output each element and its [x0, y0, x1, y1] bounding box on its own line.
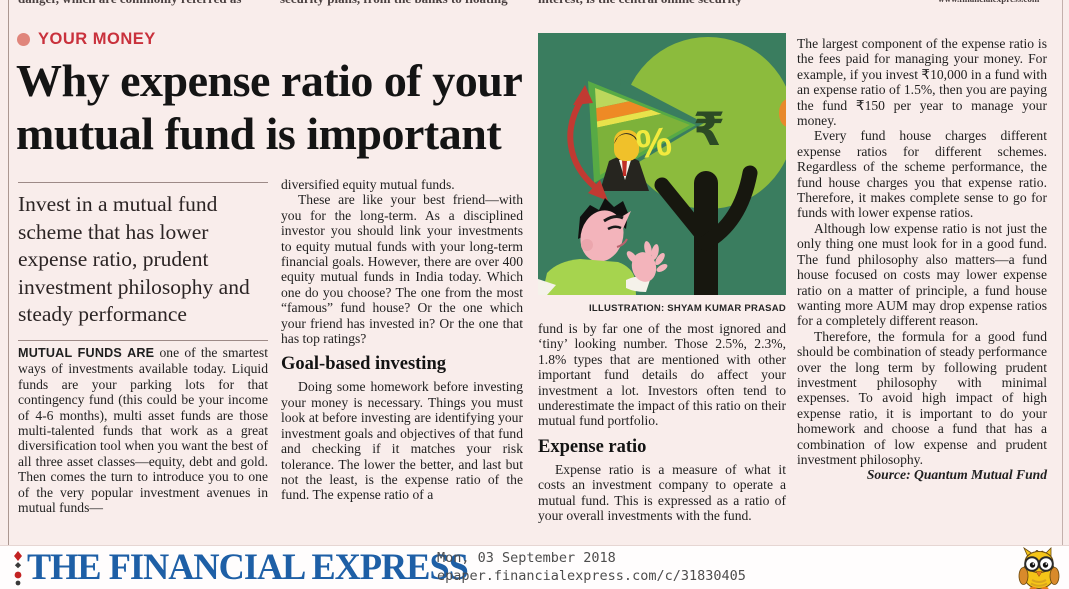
paragraph: fund is by far one of the most ignored a…	[538, 321, 787, 429]
fe-ornament-icon	[14, 551, 22, 586]
rupee-symbol: ₹	[693, 102, 725, 156]
top-strip-fragment-text: danger, which are commonly referred as	[18, 0, 263, 7]
top-strip-fragment: danger, which are commonly referred as	[18, 0, 263, 7]
paragraph: MUTUAL FUNDS ARE one of the smartest way…	[18, 345, 268, 515]
section-heading-goal-based-investing: Goal-based investing	[281, 354, 446, 375]
left-page-rule	[8, 0, 9, 545]
article-standfirst: Invest in a mutual fund scheme that has …	[18, 182, 268, 341]
top-strip-fragment: security plans, from the banks to floati…	[280, 0, 525, 7]
body-column-4: The largest component of the expense rat…	[797, 36, 1047, 483]
body-column-2: diversified equity mutual funds. These a…	[281, 177, 523, 503]
paragraph: The largest component of the expense rat…	[797, 36, 1047, 129]
top-strip-fragment: www.financialexpress.com	[938, 0, 1048, 7]
top-strip-fragment-text: www.financialexpress.com	[938, 0, 1048, 4]
your-money-kicker: YOUR MONEY	[17, 30, 156, 49]
kicker-label: YOUR MONEY	[38, 30, 156, 48]
footer-bar: THE FINANCIAL EXPRESS Mon, 03 September …	[0, 545, 1069, 589]
paragraph: Although low expense ratio is not just t…	[797, 220, 1047, 329]
source-credit: Source: Quantum Mutual Fund	[866, 467, 1047, 483]
edition-date: Mon, 03 September 2018	[437, 550, 616, 566]
section-heading-expense-ratio: Expense ratio	[538, 436, 647, 457]
right-page-rule	[1062, 0, 1063, 545]
article-headline: Why expense ratio of your mutual fund is…	[16, 55, 522, 159]
top-strip-fragment-text: security plans, from the banks to floati…	[280, 0, 525, 7]
edition-meta: Mon, 03 September 2018 epaper.financiale…	[437, 549, 746, 585]
percent-symbol: %	[634, 120, 675, 168]
paragraph: These are like your best friend—with you…	[281, 192, 523, 347]
expense-pie-tree-illustration: ₹ %	[538, 33, 797, 307]
epaper-url[interactable]: epaper.financialexpress.com/c/31830405	[437, 568, 746, 584]
paragraph: Therefore, the formula for a good fund s…	[797, 328, 1047, 467]
paragraph: Expense ratio is a measure of what it co…	[538, 461, 786, 524]
down-arrow	[567, 85, 608, 201]
paragraph: diversified equity mutual funds.	[281, 177, 455, 192]
fund-manager-figure	[600, 130, 649, 191]
top-strip-fragment: interest, is the central online security	[538, 0, 783, 7]
body-column-3: ₹ %	[538, 33, 797, 524]
lead-in-text: MUTUAL FUNDS ARE	[18, 346, 155, 360]
owl-mascot-icon	[1018, 547, 1060, 589]
paragraph: Doing some homework before investing you…	[281, 379, 523, 503]
kicker-dot-icon	[17, 33, 30, 46]
tree-trunk	[654, 165, 758, 307]
illustration-caption: ILLUSTRATION: SHYAM KUMAR PRASAD	[589, 303, 786, 314]
investor-figure	[538, 198, 668, 295]
fe-masthead: THE FINANCIAL EXPRESS	[27, 547, 469, 588]
top-strip-fragment-text: interest, is the central online security	[538, 0, 783, 7]
paragraph-text: one of the smartest ways of investments …	[18, 345, 268, 516]
body-column-1: MUTUAL FUNDS ARE one of the smartest way…	[18, 345, 268, 515]
paragraph: Every fund house charges different expen…	[797, 128, 1047, 221]
